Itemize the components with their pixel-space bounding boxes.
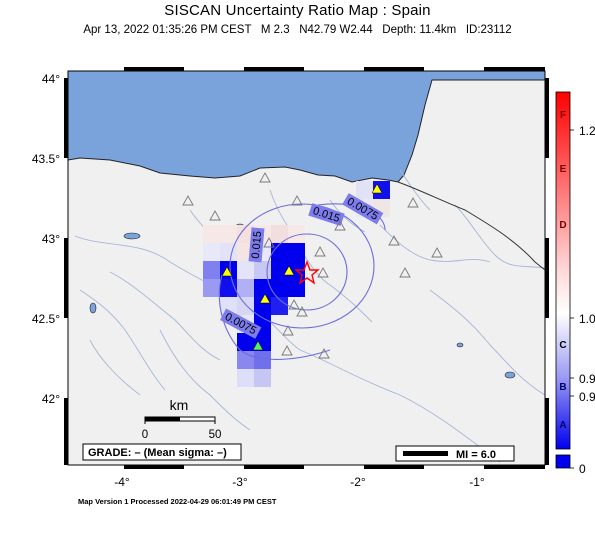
stations-active	[221, 183, 383, 351]
y-tick-labels: 44° 43.5° 43° 42.5° 42°	[32, 72, 60, 406]
colorbar-value: 0	[579, 462, 586, 476]
scale-bar: km 0 50	[142, 397, 222, 441]
x-tick-label: -3°	[232, 475, 248, 489]
y-tick-label: 43.5°	[32, 152, 60, 166]
colorbar-value: 0.9	[579, 390, 595, 404]
colorbar-value: 0.9	[579, 372, 595, 386]
colorbar: F E D C B A 1.2 1.0 0.9 0.9 0	[555, 91, 595, 476]
colorbar-letter: D	[559, 220, 566, 231]
map-frame	[64, 67, 549, 469]
colorbar-letter: E	[560, 164, 567, 175]
contour-label: 0.015	[250, 231, 264, 259]
colorbar-letter: B	[559, 382, 566, 393]
scale-bar-label: km	[170, 397, 189, 413]
grade-box: GRADE: – (Mean sigma: –)	[82, 443, 242, 461]
footer-version: Map Version 1 Processed 2022-04-29 06:01…	[78, 497, 277, 506]
y-tick-label: 43°	[42, 232, 60, 246]
y-tick-label: 42°	[42, 392, 60, 406]
colorbar-value: 1.2	[579, 124, 595, 138]
grade-text: GRADE: – (Mean sigma: –)	[88, 447, 227, 459]
scale-bar-tick: 50	[209, 429, 222, 441]
sea	[68, 71, 545, 183]
scale-bar-tick: 0	[142, 429, 148, 441]
map-area: 0.015 0.015 0.0075 0.0075	[68, 71, 545, 465]
y-tick-label: 44°	[42, 72, 60, 86]
x-tick-labels: -4° -3° -2° -1°	[114, 475, 485, 489]
contours	[218, 203, 386, 360]
colorbar-letter: C	[559, 340, 566, 351]
epicenter-star	[294, 260, 320, 285]
colorbar-letter: F	[560, 110, 566, 121]
y-tick-label: 42.5°	[32, 312, 60, 326]
mi-text: MI = 6.0	[456, 449, 496, 461]
stations-inactive	[182, 172, 443, 359]
event-info: Apr 13, 2022 01:35:26 PM CEST M 2.3 N42.…	[83, 24, 512, 36]
colorbar-letter: A	[559, 420, 566, 431]
rivers	[74, 169, 545, 463]
map-title: SISCAN Uncertainty Ratio Map : Spain	[164, 2, 431, 19]
mi-box: MI = 6.0	[395, 445, 515, 462]
x-tick-label: -2°	[350, 475, 366, 489]
x-tick-label: -1°	[469, 475, 485, 489]
x-tick-label: -4°	[114, 475, 130, 489]
colorbar-value: 1.0	[579, 312, 595, 326]
